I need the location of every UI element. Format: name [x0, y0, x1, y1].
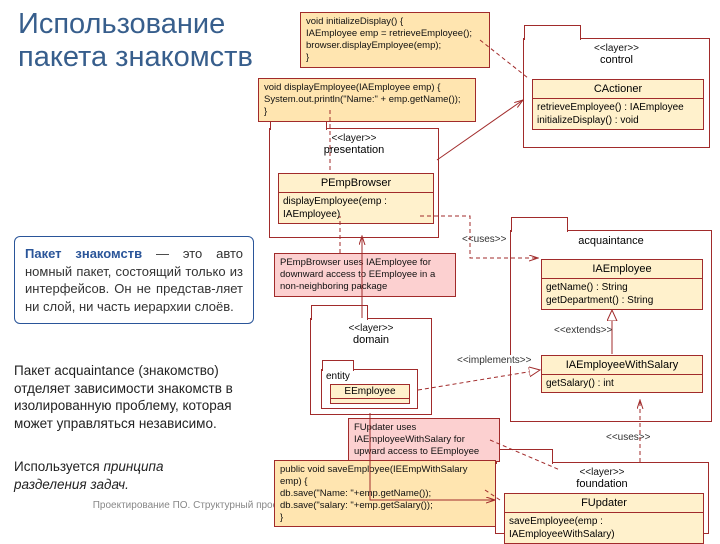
op: saveEmployee(emp : IAEmployeeWithSalary) [509, 515, 699, 541]
label-uses-2: <<uses>> [604, 432, 652, 443]
op: displayEmployee(emp : IAEmployee) [283, 195, 429, 221]
pkg-tab [496, 449, 553, 464]
pkg-foundation: <<layer>> foundation FUpdater saveEmploy… [495, 462, 709, 534]
class-head: PEmpBrowser [279, 174, 433, 193]
pkg-name: presentation [270, 144, 438, 159]
pkg-tab [511, 217, 568, 232]
op: getName() : String [546, 281, 698, 294]
pkg-tab [524, 25, 581, 40]
callout-lead: Пакет знакомств [25, 246, 142, 261]
class-head: CActioner [533, 80, 703, 99]
note-save-employee: public void saveEmployee(IEEmpWithSalary… [274, 460, 496, 527]
label-implements: <<implements>> [455, 355, 534, 366]
pkg-stereo: <<layer>> [270, 129, 438, 144]
class-head: IAEmployee [542, 260, 702, 279]
op: getDepartment() : String [546, 294, 698, 307]
class-iaemployee: IAEmployee getName() : String getDepartm… [541, 259, 703, 310]
pkg-name: foundation [496, 478, 708, 493]
note-fupdater-uses: FUpdater uses IAEmployeeWithSalary for u… [348, 418, 500, 462]
class-ops: getName() : String getDepartment() : Str… [542, 279, 702, 309]
class-ops: getSalary() : int [542, 375, 702, 392]
pkg-name: entity [322, 370, 417, 383]
pkg-presentation: <<layer>> presentation PEmpBrowser displ… [269, 128, 439, 238]
class-ops: displayEmployee(emp : IAEmployee) [279, 193, 433, 223]
pkg-stereo: <<layer>> [496, 463, 708, 478]
note-initialize-display: void initializeDisplay() { IAEmployee em… [300, 12, 490, 68]
class-ops: retrieveEmployee() : IAEmployee initiali… [533, 99, 703, 129]
class-ops: saveEmployee(emp : IAEmployeeWithSalary) [505, 513, 703, 543]
op: retrieveEmployee() : IAEmployee [537, 101, 699, 114]
op: initializeDisplay() : void [537, 114, 699, 127]
label-uses-1: <<uses>> [460, 234, 508, 245]
pkg-name: control [524, 54, 709, 69]
note-pbrowser-uses: PEmpBrowser uses IAEmployee for downward… [274, 253, 456, 297]
class-pempbrowser: PEmpBrowser displayEmployee(emp : IAEmpl… [278, 173, 434, 224]
class-head: FUpdater [505, 494, 703, 513]
pkg-tab [322, 360, 354, 371]
pkg-stereo: <<layer>> [311, 319, 431, 334]
pkg-name: acquaintance [511, 231, 711, 250]
class-cactioner: CActioner retrieveEmployee() : IAEmploye… [532, 79, 704, 130]
op: getSalary() : int [546, 377, 698, 390]
class-head: EEmployee [331, 385, 409, 399]
pkg-name: domain [311, 334, 431, 349]
slide-footer: Проектирование ПО. Структурный проект [90, 500, 290, 511]
note-display-employee: void displayEmployee(IAEmployee emp) { S… [258, 78, 476, 122]
class-head: IAEmployeeWithSalary [542, 356, 702, 375]
class-iaemployeewithsalary: IAEmployeeWithSalary getSalary() : int [541, 355, 703, 393]
label-extends: <<extends>> [552, 325, 614, 336]
paragraph-2: Используется принципа разделения задач. [14, 458, 234, 493]
page-title: Использование пакета знакомств [18, 8, 288, 75]
pkg-entity: entity EEmployee [321, 369, 418, 409]
pkg-stereo: <<layer>> [524, 39, 709, 54]
pkg-control: <<layer>> control CActioner retrieveEmpl… [523, 38, 710, 148]
pkg-tab [311, 305, 368, 320]
class-eemployee: EEmployee [330, 384, 410, 404]
class-fupdater: FUpdater saveEmployee(emp : IAEmployeeWi… [504, 493, 704, 544]
pkg-domain: <<layer>> domain entity EEmployee [310, 318, 432, 415]
paragraph-1: Пакет acquaintance (знакомство) отделяет… [14, 362, 254, 432]
callout-acquaintance-definition: Пакет знакомств — это авто номный пакет,… [14, 236, 254, 324]
